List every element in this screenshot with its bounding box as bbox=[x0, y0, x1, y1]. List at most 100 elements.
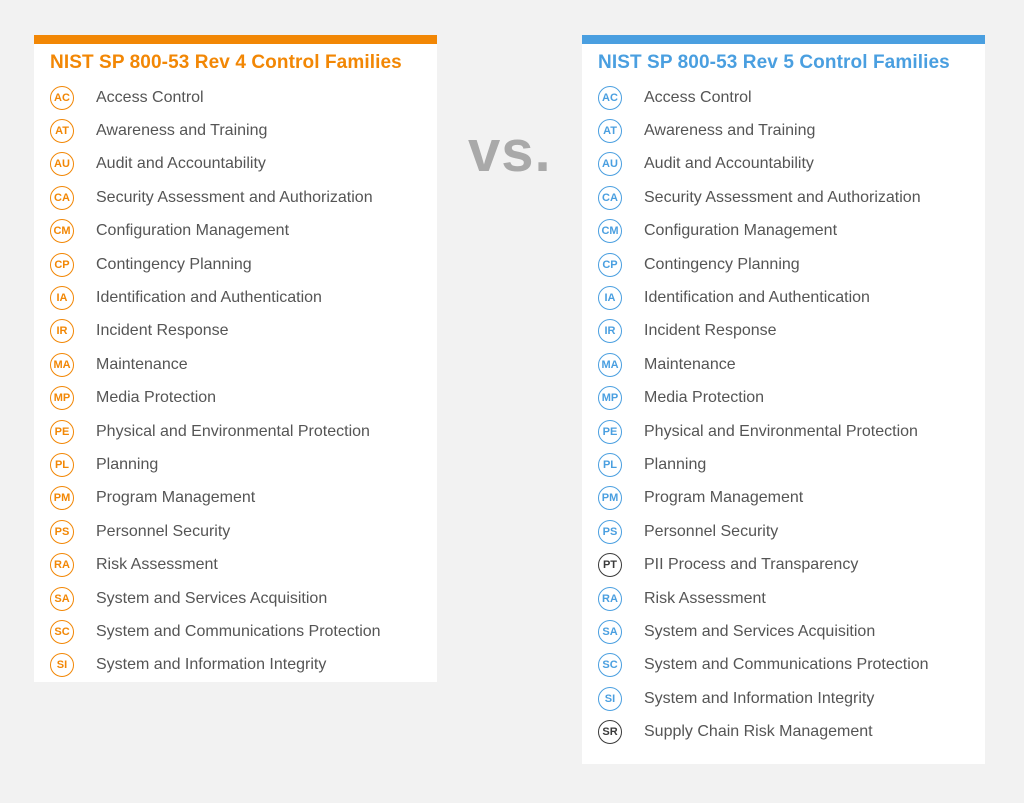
rev5-family-name: System and Services Acquisition bbox=[644, 622, 876, 640]
rev4-family-name: Contingency Planning bbox=[96, 255, 252, 273]
rev5-family-code-badge: MP bbox=[598, 386, 622, 411]
rev5-family-code-badge: AU bbox=[598, 152, 622, 177]
rev5-family-name: Incident Response bbox=[644, 322, 777, 340]
rev5-family-name: Access Control bbox=[644, 88, 752, 106]
rev4-family-name: Configuration Management bbox=[96, 222, 290, 240]
vs-text: vs. bbox=[468, 119, 552, 184]
rev5-family-item: AT Awareness and Training bbox=[582, 114, 985, 147]
rev5-family-item: PS Personnel Security bbox=[582, 515, 985, 548]
rev5-family-code-badge: PE bbox=[598, 419, 622, 444]
rev5-family-code-badge: IA bbox=[598, 286, 622, 311]
rev4-family-item: IR Incident Response bbox=[34, 315, 437, 348]
rev4-family-item: PS Personnel Security bbox=[34, 515, 437, 548]
rev5-family-item: SC System and Communications Protection bbox=[582, 649, 985, 682]
rev5-family-item: SA System and Services Acquisition bbox=[582, 615, 985, 648]
rev4-family-name: Maintenance bbox=[96, 355, 188, 373]
rev5-family-item: CM Configuration Management bbox=[582, 215, 985, 248]
rev4-family-name: Planning bbox=[96, 455, 159, 473]
rev4-family-code-badge: AU bbox=[50, 152, 74, 177]
rev4-family-item: RA Risk Assessment bbox=[34, 548, 437, 581]
rev5-family-name: PII Process and Transparency bbox=[644, 556, 859, 574]
rev5-family-name: Configuration Management bbox=[644, 222, 838, 240]
rev4-family-code-badge: CM bbox=[50, 219, 74, 244]
rev4-family-code-badge: MA bbox=[50, 352, 74, 377]
rev4-family-name: System and Services Acquisition bbox=[96, 589, 328, 607]
rev4-accent-bar bbox=[34, 35, 437, 44]
rev5-family-code-badge: AC bbox=[598, 85, 622, 110]
rev5-family-name: Media Protection bbox=[644, 389, 765, 407]
rev4-family-item: PL Planning bbox=[34, 448, 437, 481]
rev5-family-name: Security Assessment and Authorization bbox=[644, 188, 921, 206]
rev4-family-code-badge: CA bbox=[50, 185, 74, 210]
rev4-family-name: Physical and Environmental Protection bbox=[96, 422, 370, 440]
rev4-family-code-badge: RA bbox=[50, 553, 74, 578]
rev5-family-code-badge: PS bbox=[598, 519, 622, 544]
rev4-title: NIST SP 800-53 Rev 4 Control Families bbox=[50, 52, 402, 73]
rev5-family-code-badge: IR bbox=[598, 319, 622, 344]
rev5-family-code-badge: AT bbox=[598, 119, 622, 144]
rev4-family-code-badge: CP bbox=[50, 252, 74, 277]
rev5-family-name: Audit and Accountability bbox=[644, 155, 814, 173]
rev5-family-name: Identification and Authentication bbox=[644, 289, 870, 307]
rev5-family-item: SR Supply Chain Risk Management bbox=[582, 715, 985, 748]
rev5-family-item: IR Incident Response bbox=[582, 315, 985, 348]
rev5-family-item: RA Risk Assessment bbox=[582, 582, 985, 615]
rev4-panel: NIST SP 800-53 Rev 4 Control Families AC… bbox=[34, 35, 437, 682]
rev5-family-name: System and Communications Protection bbox=[644, 656, 929, 674]
rev4-family-item: AU Audit and Accountability bbox=[34, 148, 437, 181]
rev5-family-name: System and Information Integrity bbox=[644, 689, 875, 707]
rev5-family-item: MA Maintenance bbox=[582, 348, 985, 381]
rev4-family-list: AC Access Control AT Awareness and Training… bbox=[34, 81, 437, 682]
rev4-family-code-badge: MP bbox=[50, 386, 74, 411]
rev5-family-list: AC Access Control AT Awareness and Training… bbox=[582, 81, 985, 749]
rev5-family-item: MP Media Protection bbox=[582, 382, 985, 415]
rev4-family-item: MP Media Protection bbox=[34, 382, 437, 415]
rev4-family-item: CP Contingency Planning bbox=[34, 248, 437, 281]
rev5-family-item: SI System and Information Integrity bbox=[582, 682, 985, 715]
rev4-family-code-badge: SI bbox=[50, 653, 74, 678]
rev5-family-item: AC Access Control bbox=[582, 81, 985, 114]
rev5-family-item: PL Planning bbox=[582, 448, 985, 481]
rev4-family-code-badge: IR bbox=[50, 319, 74, 344]
rev5-family-code-badge: RA bbox=[598, 586, 622, 611]
rev5-family-item: PE Physical and Environmental Protection bbox=[582, 415, 985, 448]
rev4-family-item: SI System and Information Integrity bbox=[34, 649, 437, 682]
rev5-panel: NIST SP 800-53 Rev 5 Control Families AC… bbox=[582, 35, 985, 764]
rev5-title: NIST SP 800-53 Rev 5 Control Families bbox=[598, 52, 950, 73]
rev4-family-name: Access Control bbox=[96, 88, 204, 106]
rev5-family-item: AU Audit and Accountability bbox=[582, 148, 985, 181]
rev5-family-code-badge: CA bbox=[598, 185, 622, 210]
rev4-family-item: PM Program Management bbox=[34, 482, 437, 515]
rev4-family-name: Awareness and Training bbox=[96, 122, 268, 140]
rev4-family-name: Audit and Accountability bbox=[96, 155, 266, 173]
rev5-family-code-badge: PM bbox=[598, 486, 622, 511]
rev4-family-item: MA Maintenance bbox=[34, 348, 437, 381]
rev4-family-name: System and Communications Protection bbox=[96, 622, 381, 640]
rev5-family-name: Contingency Planning bbox=[644, 255, 800, 273]
rev5-family-name: Risk Assessment bbox=[644, 589, 766, 607]
rev4-family-name: Identification and Authentication bbox=[96, 289, 322, 307]
rev4-family-name: Media Protection bbox=[96, 389, 217, 407]
rev5-family-code-badge: SI bbox=[598, 686, 622, 711]
rev4-family-code-badge: SC bbox=[50, 619, 74, 644]
rev4-family-name: System and Information Integrity bbox=[96, 656, 327, 674]
rev4-family-code-badge: AC bbox=[50, 85, 74, 110]
rev5-family-name: Supply Chain Risk Management bbox=[644, 723, 873, 741]
rev4-family-name: Program Management bbox=[96, 489, 256, 507]
rev4-family-item: SA System and Services Acquisition bbox=[34, 582, 437, 615]
rev5-family-code-badge: PL bbox=[598, 452, 622, 477]
rev4-family-item: SC System and Communications Protection bbox=[34, 615, 437, 648]
rev4-family-code-badge: PS bbox=[50, 519, 74, 544]
rev5-family-code-badge: MA bbox=[598, 352, 622, 377]
rev4-family-item: AC Access Control bbox=[34, 81, 437, 114]
rev4-family-code-badge: PM bbox=[50, 486, 74, 511]
rev5-family-item: CA Security Assessment and Authorization bbox=[582, 181, 985, 214]
rev4-family-item: CM Configuration Management bbox=[34, 215, 437, 248]
rev5-family-name: Planning bbox=[644, 455, 707, 473]
rev4-family-code-badge: AT bbox=[50, 119, 74, 144]
rev5-family-name: Physical and Environmental Protection bbox=[644, 422, 918, 440]
rev4-family-code-badge: SA bbox=[50, 586, 74, 611]
rev4-family-name: Risk Assessment bbox=[96, 556, 218, 574]
rev4-family-code-badge: PE bbox=[50, 419, 74, 444]
rev4-family-item: CA Security Assessment and Authorization bbox=[34, 181, 437, 214]
